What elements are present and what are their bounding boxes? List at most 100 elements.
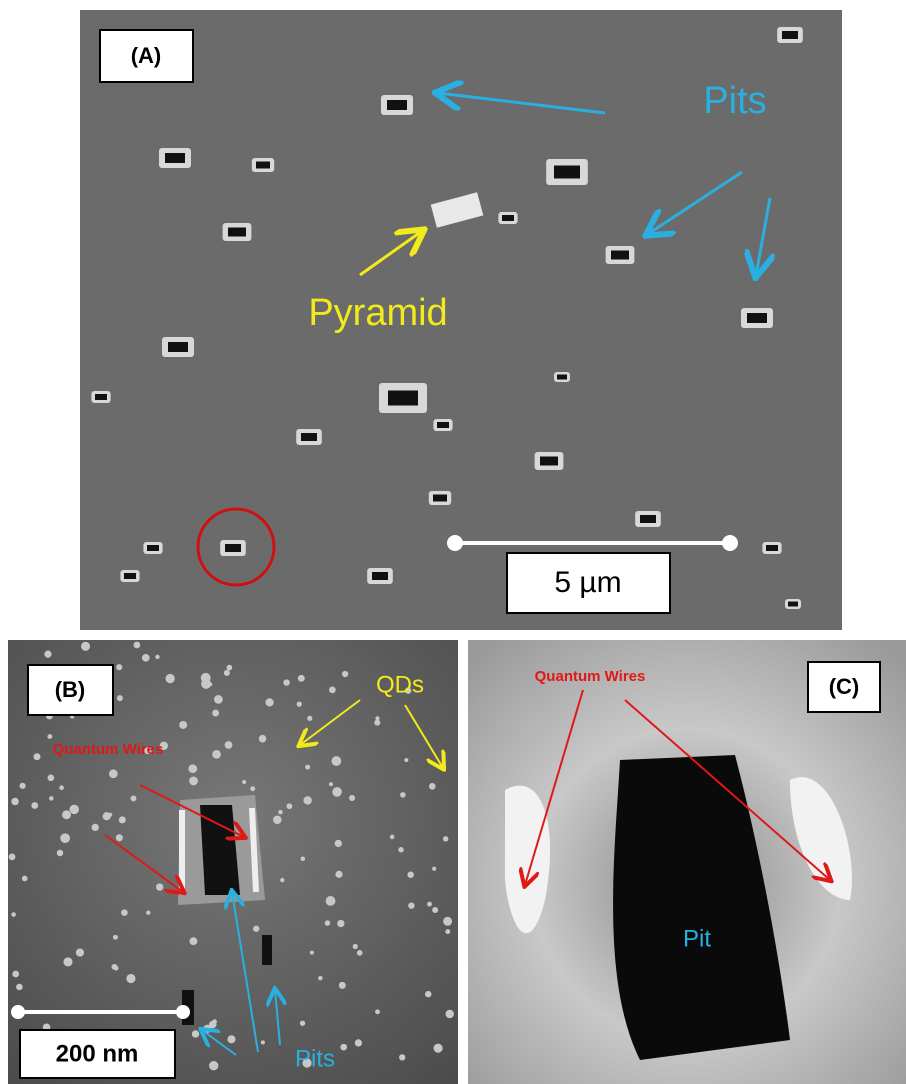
dot (113, 935, 118, 940)
dot (273, 815, 282, 824)
dot (342, 671, 348, 677)
dot (355, 1039, 362, 1046)
wires-label: Quantum Wires (535, 668, 646, 685)
pit (147, 545, 159, 551)
dot (165, 674, 174, 683)
dot (212, 1019, 217, 1024)
dot (349, 795, 355, 801)
pit (502, 215, 514, 221)
dot (407, 871, 414, 878)
dot (60, 833, 70, 843)
dot (375, 1009, 380, 1014)
dot (325, 920, 331, 926)
dot (300, 1021, 305, 1026)
dot (297, 701, 302, 706)
scale-label: 200 nm (56, 1040, 139, 1067)
dot (332, 756, 342, 766)
dot (179, 721, 187, 729)
pit (95, 394, 107, 400)
dot (332, 787, 342, 797)
dot (212, 710, 219, 717)
dot (429, 783, 436, 790)
dot (142, 654, 150, 662)
scale-end (11, 1005, 25, 1019)
dot (119, 816, 126, 823)
dot (224, 670, 230, 676)
dot (134, 642, 141, 649)
dot (227, 665, 233, 671)
pit (437, 422, 449, 428)
figure: (A) Pits Pyramid 5 µm (B) QDs Quantum Wi… (0, 0, 906, 1084)
dot (92, 824, 99, 831)
dot (340, 1044, 347, 1051)
dot (307, 716, 312, 721)
pit (747, 313, 767, 323)
wire (252, 808, 256, 892)
dot (445, 1010, 454, 1019)
dot (280, 878, 284, 882)
dot (443, 836, 448, 841)
dot (400, 792, 405, 797)
panel-label: (B) (55, 677, 86, 702)
dot (337, 920, 344, 927)
pits-label: Pits (295, 1045, 335, 1072)
dot (155, 655, 159, 659)
pit (124, 573, 136, 579)
dot (278, 810, 283, 815)
scale-label: 5 µm (554, 566, 621, 599)
pit (554, 166, 580, 179)
dot (131, 795, 137, 801)
pit (262, 935, 272, 965)
dot (242, 780, 246, 784)
dot (156, 883, 163, 890)
panel-label: (A) (131, 43, 162, 68)
pit-label: Pit (683, 925, 711, 952)
dot (227, 1035, 235, 1043)
pit (388, 391, 418, 406)
dot (374, 720, 380, 726)
dot (353, 944, 358, 949)
dot (250, 786, 255, 791)
pit (433, 495, 447, 502)
pit (766, 545, 778, 551)
dot (108, 813, 112, 817)
panel-label: (C) (829, 674, 860, 699)
dot (335, 840, 342, 847)
qds-label: QDs (376, 671, 424, 698)
dot (57, 850, 63, 856)
pit (168, 342, 188, 352)
dot (146, 911, 150, 915)
dot (408, 902, 414, 908)
pit (387, 100, 407, 110)
dot (390, 835, 395, 840)
scale-end (447, 535, 463, 551)
dot (126, 974, 135, 983)
pit (228, 228, 246, 237)
dot (265, 698, 273, 706)
dot (432, 907, 438, 913)
dot (109, 769, 118, 778)
dot (433, 1044, 442, 1053)
dot (283, 679, 289, 685)
dot (253, 926, 259, 932)
pit (256, 162, 270, 169)
dot (326, 896, 336, 906)
dot (16, 984, 23, 991)
dot (310, 951, 314, 955)
dot (214, 695, 223, 704)
dot (259, 735, 267, 743)
dot (63, 957, 72, 966)
dot (404, 758, 408, 762)
dot (11, 798, 19, 806)
dot (212, 750, 221, 759)
dot (116, 834, 123, 841)
dot (427, 902, 432, 907)
pit (557, 375, 567, 380)
pyramid-label: Pyramid (308, 292, 447, 334)
dot (357, 950, 363, 956)
dot (112, 964, 118, 970)
dot (12, 971, 19, 978)
dot (59, 785, 64, 790)
pit (165, 153, 185, 163)
dot (116, 664, 122, 670)
